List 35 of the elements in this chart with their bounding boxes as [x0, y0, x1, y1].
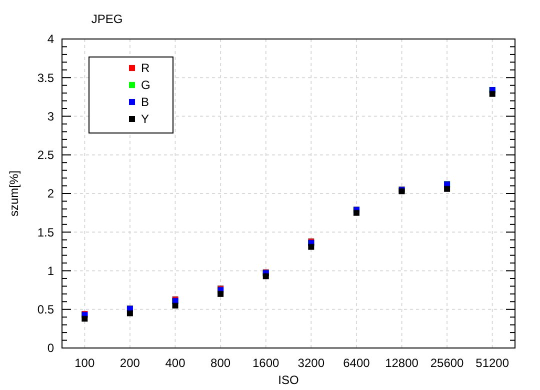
x-tick-label: 800: [210, 356, 231, 370]
legend-label: R: [141, 61, 150, 76]
x-tick-label: 100: [74, 356, 95, 370]
y-tick-label: 0.5: [37, 302, 54, 317]
y-tick-label: 0: [47, 341, 54, 356]
point: [82, 316, 88, 322]
x-tick-label: 6400: [343, 356, 370, 370]
point: [262, 273, 269, 280]
y-tick-label: 1: [47, 264, 54, 278]
point: [444, 186, 450, 192]
chart-title: JPEG: [91, 12, 123, 26]
y-tick-label: 2: [47, 186, 54, 201]
y-tick-label: 3: [47, 109, 54, 124]
y-tick-label: 2.5: [37, 148, 54, 162]
x-tick-label: 3200: [298, 356, 325, 370]
y-axis-title: szum[%]: [7, 170, 21, 217]
x-tick-label: 400: [165, 356, 186, 370]
x-tick-label: 51200: [476, 356, 510, 370]
point: [353, 210, 360, 216]
y-tick-label: 1.5: [37, 225, 54, 240]
legend-label: Y: [141, 112, 150, 126]
point: [218, 290, 224, 297]
x-tick-label: 25600: [430, 356, 464, 370]
y-tick-label: 4: [47, 32, 54, 46]
x-tick-label: 1600: [252, 356, 280, 370]
x-tick-label: 200: [120, 356, 140, 370]
legend-label: G: [141, 78, 150, 92]
point: [489, 90, 496, 97]
legend-label: B: [141, 95, 150, 110]
point: [308, 244, 314, 250]
x-tick-label: 12800: [385, 356, 419, 370]
y-tick-label: 3.5: [37, 70, 54, 85]
point: [172, 302, 178, 309]
point: [126, 310, 133, 316]
x-axis-title: ISO: [278, 373, 299, 387]
